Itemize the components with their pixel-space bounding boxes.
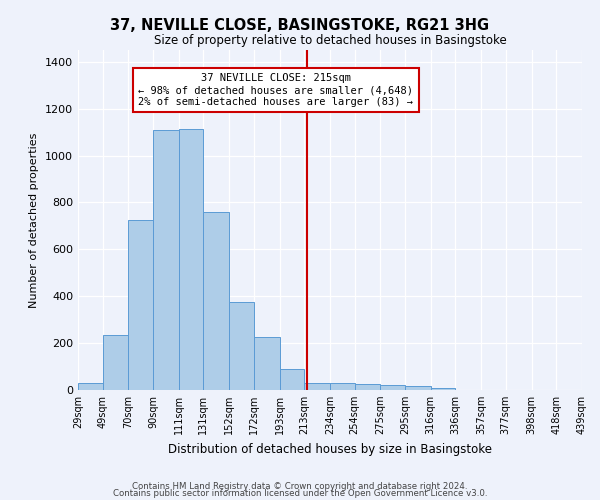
Bar [330, 383, 355, 390]
X-axis label: Distribution of detached houses by size in Basingstoke: Distribution of detached houses by size … [168, 442, 492, 456]
Bar [405, 386, 431, 390]
Bar [179, 128, 203, 390]
Text: 37, NEVILLE CLOSE, BASINGSTOKE, RG21 3HG: 37, NEVILLE CLOSE, BASINGSTOKE, RG21 3HG [110, 18, 490, 32]
Bar [380, 386, 405, 390]
Y-axis label: Number of detached properties: Number of detached properties [29, 132, 40, 308]
Text: Contains HM Land Registry data © Crown copyright and database right 2024.: Contains HM Land Registry data © Crown c… [132, 482, 468, 491]
Bar [431, 388, 455, 390]
Bar [203, 212, 229, 390]
Bar [78, 383, 103, 390]
Bar [355, 384, 380, 390]
Bar [254, 337, 280, 390]
Bar [103, 335, 128, 390]
Bar [280, 369, 304, 390]
Text: Contains public sector information licensed under the Open Government Licence v3: Contains public sector information licen… [113, 489, 487, 498]
Text: 37 NEVILLE CLOSE: 215sqm
← 98% of detached houses are smaller (4,648)
2% of semi: 37 NEVILLE CLOSE: 215sqm ← 98% of detach… [139, 74, 413, 106]
Bar [304, 383, 330, 390]
Title: Size of property relative to detached houses in Basingstoke: Size of property relative to detached ho… [154, 34, 506, 48]
Bar [128, 220, 153, 390]
Bar [153, 130, 179, 390]
Bar [229, 302, 254, 390]
